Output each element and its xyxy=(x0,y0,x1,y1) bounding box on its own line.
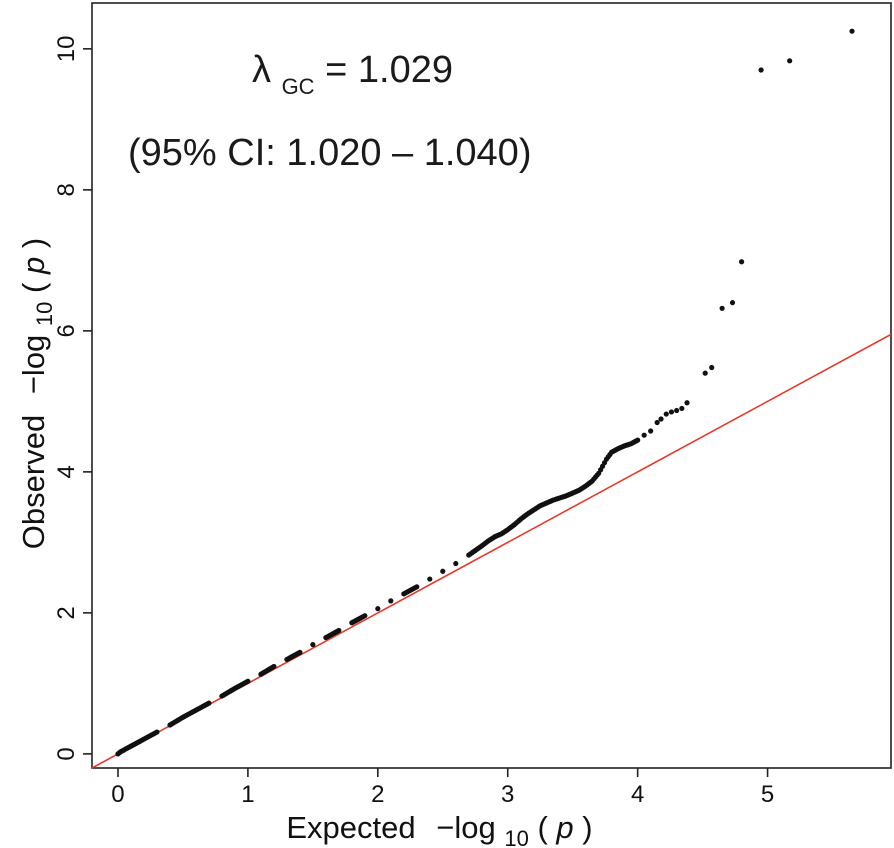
y-tick-label: 2 xyxy=(53,606,80,619)
x-axis-title-close: ) xyxy=(582,810,592,845)
data-point xyxy=(674,407,680,414)
data-point xyxy=(758,67,764,73)
data-point xyxy=(709,364,715,371)
lambda-annotation: λ GC = 1.029 xyxy=(252,49,453,103)
data-point xyxy=(658,416,664,422)
data-point xyxy=(702,370,708,376)
data-point xyxy=(641,432,647,438)
y-axis-title-main: Observed xyxy=(16,415,51,549)
data-point xyxy=(206,700,212,706)
x-tick-label: 4 xyxy=(631,781,644,808)
x-axis-title: Expected −log 10 ( p ) xyxy=(286,810,592,848)
data-point xyxy=(663,411,669,417)
y-axis-title: Observed −log 10 ( p ) xyxy=(16,238,59,549)
x-axis-title-prefix: −log xyxy=(436,810,495,845)
lambda-value: = 1.029 xyxy=(325,49,453,91)
x-axis: 0 1 2 3 4 5 xyxy=(111,768,774,808)
x-axis-title-open: ( xyxy=(537,810,548,845)
data-point xyxy=(375,606,381,612)
y-axis-title-open: ( xyxy=(16,282,51,293)
y-axis-title-sub: 10 xyxy=(32,302,57,326)
data-point xyxy=(245,678,251,684)
data-point xyxy=(648,428,654,434)
x-tick-label: 5 xyxy=(761,781,774,808)
y-tick-label: 6 xyxy=(53,324,80,337)
data-point xyxy=(271,663,277,670)
y-tick-label: 8 xyxy=(53,183,80,196)
data-point xyxy=(635,437,641,443)
data-point xyxy=(738,259,745,265)
ci-annotation: (95% CI: 1.020 – 1.040) xyxy=(128,132,531,174)
y-axis: 0 2 4 6 8 10 xyxy=(53,35,92,761)
data-point xyxy=(388,598,394,604)
data-point xyxy=(719,305,725,311)
x-axis-title-sub: 10 xyxy=(504,826,528,848)
data-point xyxy=(310,642,316,648)
lambda-symbol: λ xyxy=(252,49,271,91)
data-point xyxy=(362,613,368,619)
data-point xyxy=(849,28,855,34)
y-tick-label: 4 xyxy=(53,465,80,478)
x-axis-title-main: Expected xyxy=(286,810,415,845)
x-tick-label: 1 xyxy=(241,781,254,808)
data-point xyxy=(729,300,736,306)
data-point xyxy=(414,584,420,590)
data-point xyxy=(668,409,675,415)
x-tick-label: 0 xyxy=(111,781,124,808)
x-tick-label: 3 xyxy=(501,781,514,808)
y-axis-title-close: ) xyxy=(16,238,51,248)
y-tick-label: 10 xyxy=(53,35,80,62)
plot-frame xyxy=(91,2,892,769)
lambda-subscript: GC xyxy=(282,74,315,99)
data-point xyxy=(154,729,160,735)
x-axis-title-var: p xyxy=(555,810,573,845)
data-point xyxy=(440,568,446,574)
data-point xyxy=(453,560,459,567)
data-point xyxy=(679,405,685,412)
data-point xyxy=(654,419,660,426)
y-tick-label: 0 xyxy=(53,747,80,760)
x-tick-label: 2 xyxy=(371,781,384,808)
data-point xyxy=(427,576,433,582)
y-axis-title-var: p xyxy=(16,257,51,275)
data-point xyxy=(684,400,690,406)
data-point xyxy=(787,58,793,64)
data-point xyxy=(297,649,303,655)
points-layer xyxy=(115,28,855,757)
data-point xyxy=(336,627,342,634)
y-axis-title-prefix: −log xyxy=(16,335,51,394)
